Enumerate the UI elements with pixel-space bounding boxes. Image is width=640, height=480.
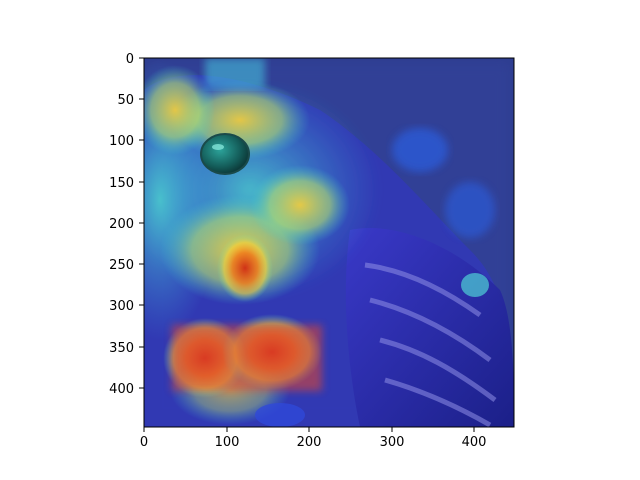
wing-feathers bbox=[364, 262, 497, 427]
y-tick-label: 400 bbox=[109, 382, 134, 397]
x-axis: 0 100 200 300 400 bbox=[140, 427, 487, 450]
y-tick-label: 300 bbox=[109, 299, 134, 314]
heatmap-image bbox=[144, 58, 514, 427]
y-axis: 0 50 100 150 200 250 300 350 400 bbox=[109, 52, 144, 397]
bird-eye bbox=[200, 133, 250, 175]
y-tick-label: 50 bbox=[117, 93, 134, 108]
x-tick-label: 400 bbox=[462, 435, 487, 450]
y-tick-label: 0 bbox=[126, 52, 134, 67]
x-tick-label: 100 bbox=[215, 435, 240, 450]
axes-frame bbox=[143, 57, 515, 428]
y-tick-label: 350 bbox=[109, 341, 134, 356]
x-tick-label: 0 bbox=[140, 435, 148, 450]
y-tick-label: 100 bbox=[109, 134, 134, 149]
x-tick-label: 200 bbox=[297, 435, 322, 450]
y-tick-label: 150 bbox=[109, 176, 134, 191]
x-tick-label: 300 bbox=[380, 435, 405, 450]
y-tick-label: 250 bbox=[109, 258, 134, 273]
y-tick-label: 200 bbox=[109, 217, 134, 232]
